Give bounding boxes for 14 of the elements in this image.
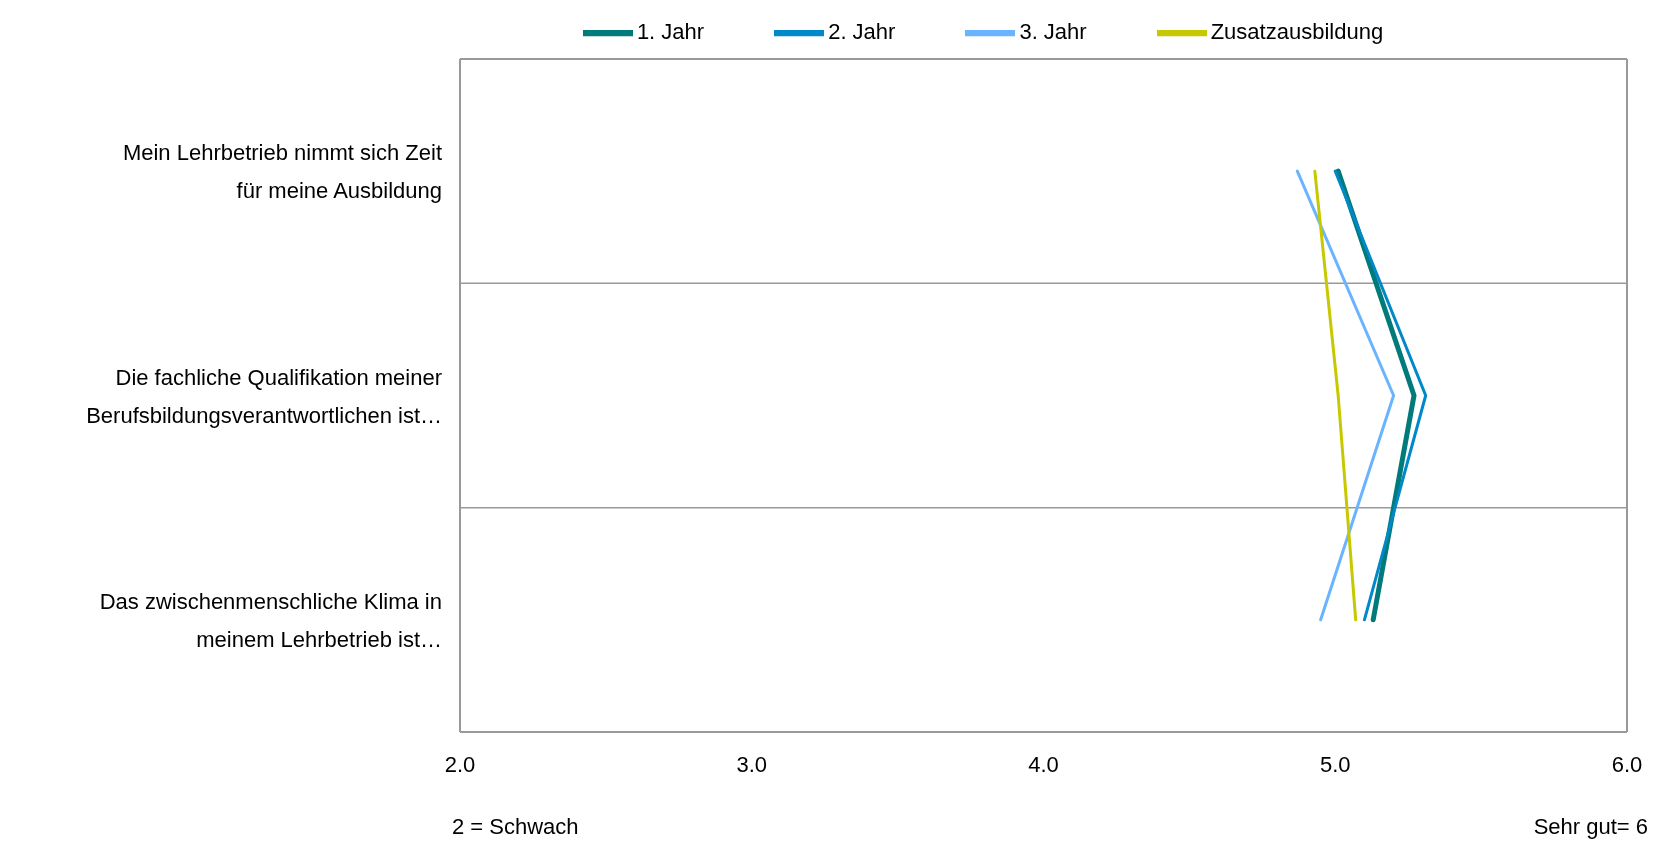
x-tick-label: 3.0 (736, 751, 768, 777)
x-tick-label: 4.0 (1028, 751, 1059, 777)
x-tick-label: 6.0 (1611, 751, 1643, 777)
text: 2 = Schwach (452, 814, 579, 840)
x-tick-label: 2.0 (444, 751, 476, 777)
legend-label: 1. Jahr (636, 18, 705, 44)
legend-label: 3. Jahr (1019, 18, 1087, 44)
y-tick-label: Mein Lehrbetrieb nimmt sich Zeit für meine Ausbildung (122, 139, 442, 203)
text: Sehr gut= 6 (1533, 814, 1648, 840)
y-tick-label: Die fachliche Qualifikation meiner Berufsbildungsverantwortlichen ist… (86, 364, 442, 427)
legend-label: 2. Jahr (828, 18, 896, 44)
y-tick-label: Das zwischenmenschliche Klima in meinem Lehrbetrieb ist… (99, 588, 442, 652)
legend-label: Zusatzausbildung (1210, 18, 1384, 44)
x-tick-label: 5.0 (1319, 751, 1351, 777)
